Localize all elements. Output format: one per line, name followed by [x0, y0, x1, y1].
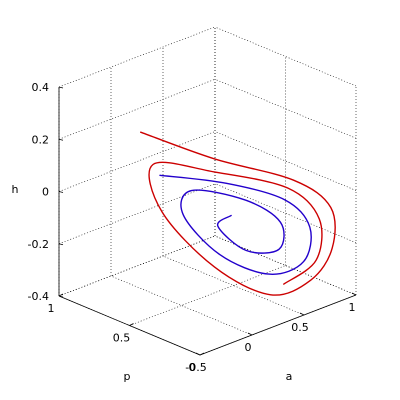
y-tick-label: 1 — [48, 302, 55, 315]
x-tick-label: 1 — [349, 301, 356, 314]
axis-lines — [58, 86, 357, 356]
y-tick-mark — [58, 293, 64, 297]
x-axis-label: a — [286, 370, 293, 383]
x-tick-label: 0 — [245, 341, 252, 354]
trajectory-layer — [140, 131, 336, 296]
z-tick-mark — [58, 191, 64, 193]
z-tick-label: 0.4 — [32, 81, 50, 94]
x-tick-mark — [195, 352, 201, 356]
y-axis-label: p — [124, 370, 131, 383]
z-tick-label: 0 — [42, 186, 49, 199]
x-tick-mark — [299, 312, 305, 316]
grid-line — [110, 275, 253, 336]
trajectory-series-1 — [140, 131, 336, 296]
trajectory-series-2 — [159, 174, 312, 275]
grid-line — [58, 131, 216, 192]
grid-line — [58, 26, 216, 88]
grid-line — [214, 131, 357, 191]
x-tick-mark — [247, 332, 253, 336]
z-tick-label: -0.2 — [28, 238, 49, 251]
grid-line — [58, 235, 216, 297]
z-tick-mark — [58, 138, 64, 141]
x-tick-label: 0.5 — [291, 321, 309, 334]
z-tick-mark — [58, 295, 64, 298]
grid-line — [129, 265, 286, 326]
z-tick-label: -0.4 — [28, 290, 49, 303]
grid-line — [214, 26, 357, 87]
x-tick-label: -0.5 — [185, 361, 206, 374]
x-axis-line — [199, 294, 357, 356]
y-tick-label: 0.5 — [113, 332, 131, 345]
grid-line — [58, 183, 216, 245]
grid-line — [58, 78, 216, 140]
z-tick-mark — [58, 86, 64, 89]
z-tick-label: 0.2 — [32, 133, 50, 146]
y-tick-mark — [199, 352, 205, 356]
x-tick-mark — [351, 292, 357, 296]
y-tick-mark — [129, 323, 134, 326]
z-tick-mark — [58, 243, 64, 246]
grid-line — [58, 235, 216, 297]
z-axis-label: h — [12, 183, 19, 196]
y-tick-label: 0 — [189, 361, 196, 374]
